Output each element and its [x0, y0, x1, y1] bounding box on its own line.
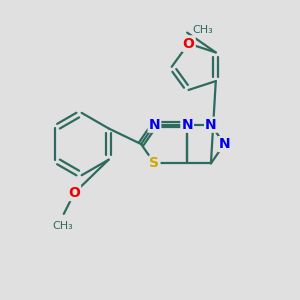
Text: N: N: [205, 118, 217, 132]
Text: O: O: [68, 186, 80, 200]
Text: N: N: [218, 137, 230, 151]
Text: S: S: [149, 156, 160, 170]
Text: O: O: [183, 37, 194, 51]
Text: N: N: [148, 118, 160, 132]
Text: CH₃: CH₃: [193, 25, 213, 34]
Text: CH₃: CH₃: [52, 221, 73, 231]
Text: N: N: [181, 118, 193, 132]
Text: O: O: [183, 37, 194, 51]
